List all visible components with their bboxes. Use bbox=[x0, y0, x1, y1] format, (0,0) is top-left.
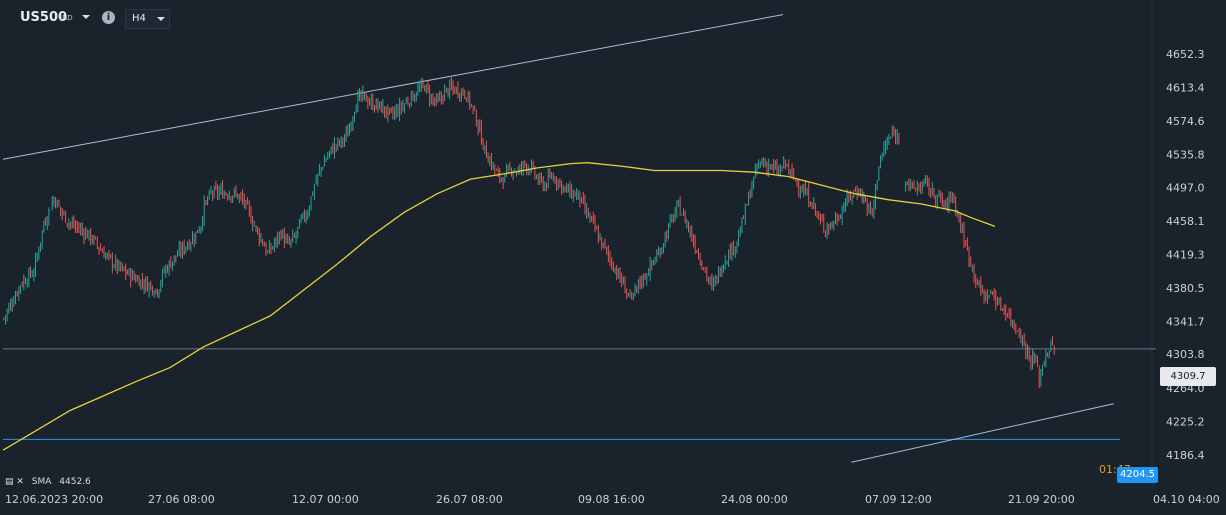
sma-line bbox=[2, 162, 996, 451]
y-tick-label: 4303.8 bbox=[1166, 348, 1205, 361]
x-tick-label: 07.09 12:00 bbox=[865, 493, 932, 506]
y-tick-label: 4458.1 bbox=[1166, 215, 1205, 228]
x-tick-label: 26.07 08:00 bbox=[436, 493, 503, 506]
x-tick-label: 12.07 00:00 bbox=[292, 493, 359, 506]
x-tick-label: 04.10 04:00 bbox=[1153, 493, 1220, 506]
x-tick-label: 24.08 00:00 bbox=[721, 493, 788, 506]
sma-label: SMA bbox=[31, 477, 52, 487]
x-tick-label: 09.08 16:00 bbox=[578, 493, 645, 506]
y-tick-label: 4419.3 bbox=[1166, 249, 1205, 262]
y-tick-label: 4225.2 bbox=[1166, 416, 1205, 429]
y-tick-label: 4574.6 bbox=[1166, 115, 1205, 128]
y-tick-label: 4186.4 bbox=[1166, 449, 1205, 462]
y-tick-label: 4341.7 bbox=[1166, 315, 1205, 328]
caret-down-icon bbox=[157, 17, 165, 21]
y-tick-label: 4535.8 bbox=[1166, 148, 1205, 161]
timeframe-label: H4 bbox=[132, 13, 146, 24]
caret-down-icon[interactable] bbox=[80, 11, 92, 23]
y-tick-label: 4380.5 bbox=[1166, 282, 1205, 295]
y-tick-label: 4652.3 bbox=[1166, 48, 1205, 61]
y-tick-label: 4497.0 bbox=[1166, 182, 1205, 195]
sma-legend[interactable]: ▤ ✕ SMA 4452.6 bbox=[5, 477, 96, 489]
symbol-type-label: IND bbox=[60, 14, 73, 22]
current-price-tag: 4309.7 bbox=[1160, 367, 1216, 386]
trendline bbox=[851, 403, 1114, 463]
timeframe-select[interactable]: H4 bbox=[125, 9, 170, 29]
level-price-tag[interactable]: 4204.5 bbox=[1117, 467, 1158, 483]
x-tick-label: 21.09 20:00 bbox=[1008, 493, 1075, 506]
chart-toolbar: US500 IND i H4 bbox=[0, 0, 400, 34]
trendline bbox=[2, 14, 783, 160]
symbol-label[interactable]: US500 bbox=[20, 10, 68, 25]
sma-value: 4452.6 bbox=[59, 477, 91, 487]
y-tick-label: 4613.4 bbox=[1166, 81, 1205, 94]
info-icon[interactable]: i bbox=[102, 11, 115, 24]
x-tick-label: 12.06.2023 20:00 bbox=[5, 493, 103, 506]
sma-settings-icon[interactable]: ▤ ✕ bbox=[5, 477, 24, 487]
x-tick-label: 27.06 08:00 bbox=[148, 493, 215, 506]
